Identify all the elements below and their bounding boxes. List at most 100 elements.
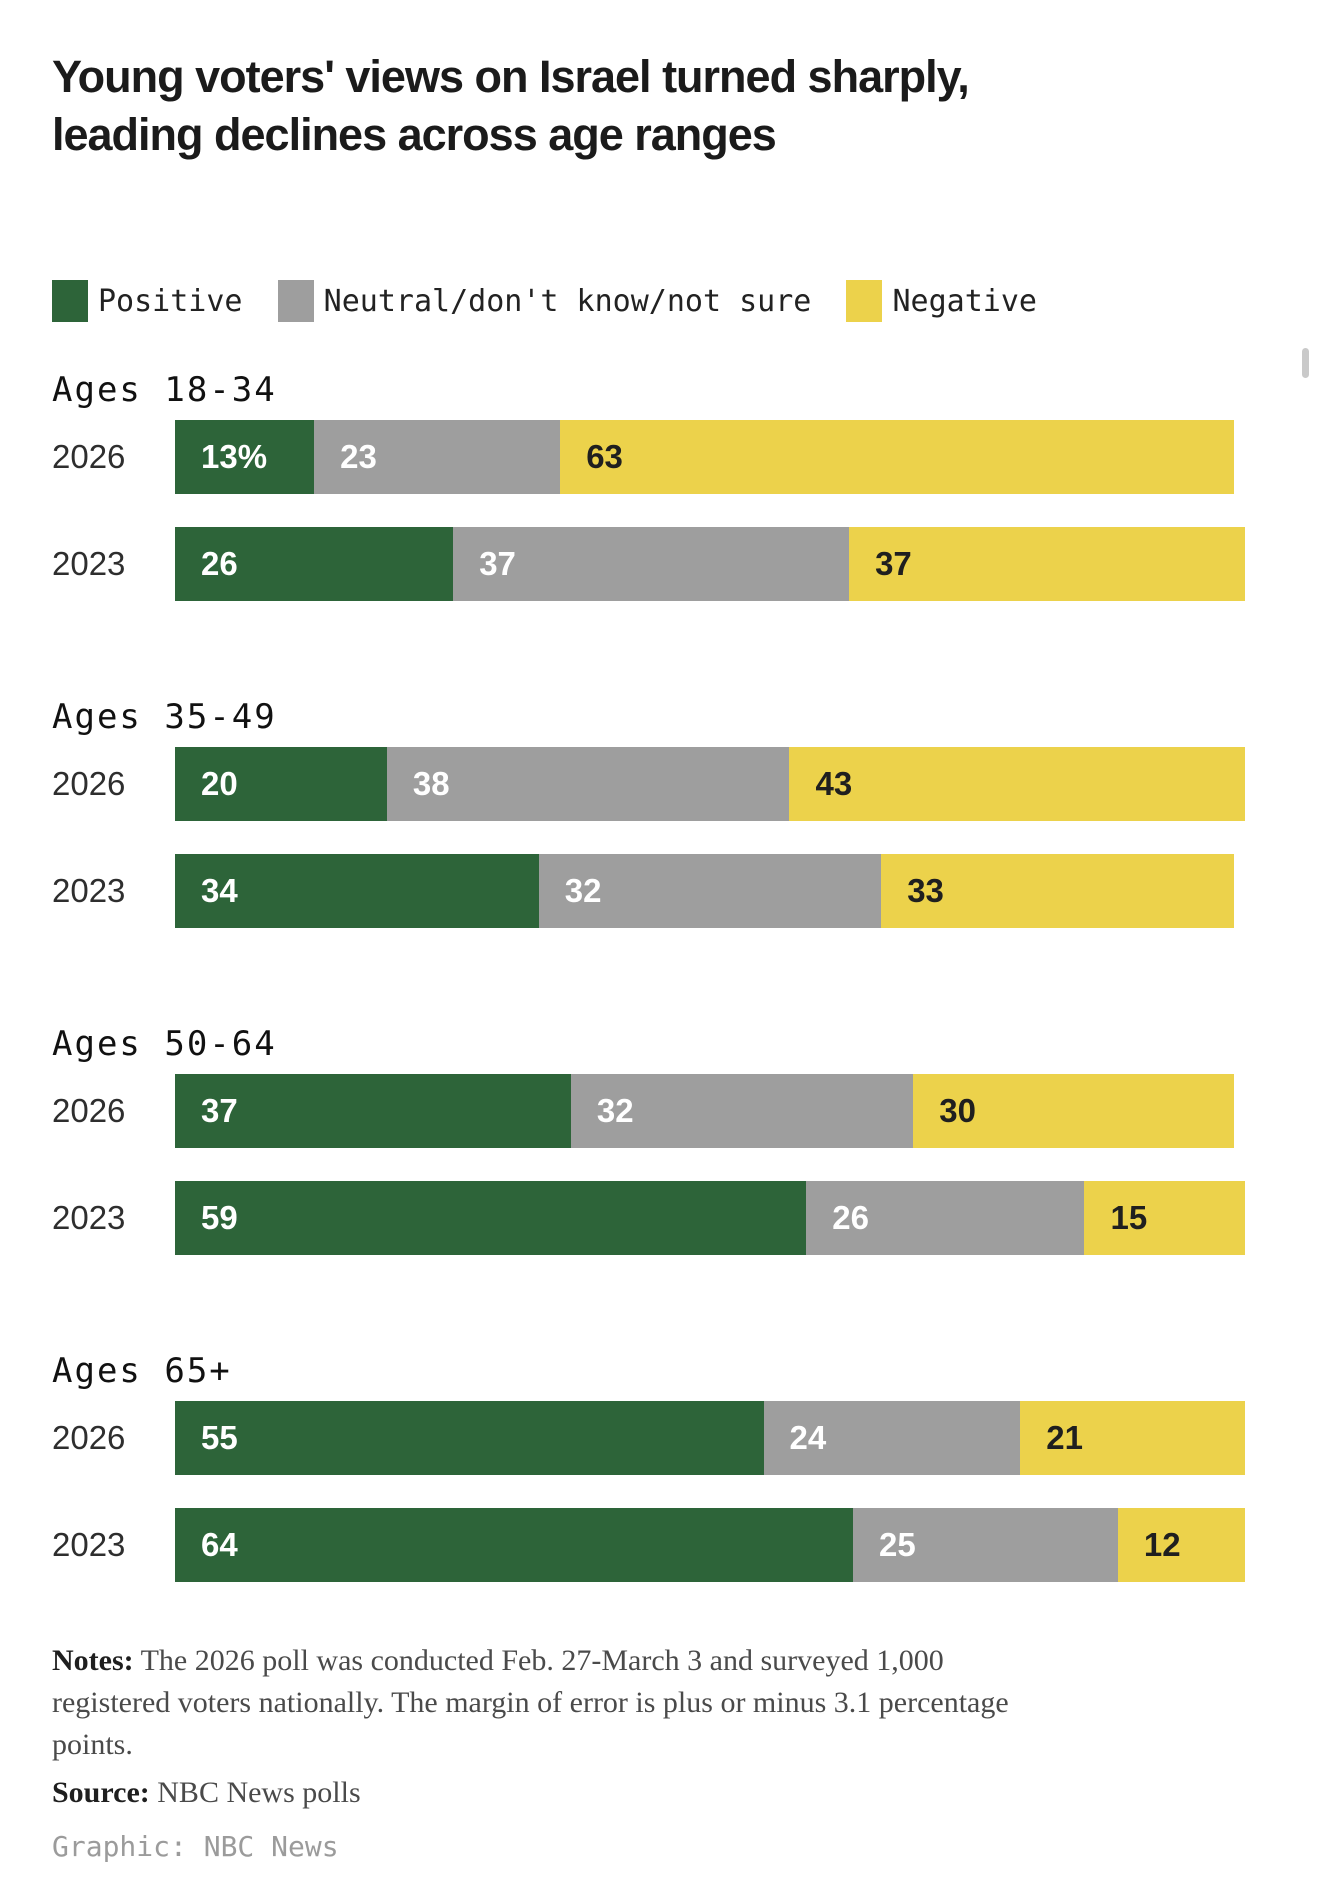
bar-value-label: 37 [201,1092,238,1129]
neutral-swatch-icon [277,280,314,322]
bar-segment-negative: 21 [1020,1401,1245,1475]
year-label: 2026 [52,1419,126,1456]
age-group: Ages 50-64 2026 37 32 30 2023 59 26 15 [52,1024,1320,1255]
bar-value-label: 63 [586,438,623,475]
chart-title-line-2: leading declines across age ranges [52,109,777,160]
bar-value-label: 26 [832,1199,870,1236]
stacked-bar: 55 24 21 [175,1401,1245,1475]
bar-segment-positive: 59 [175,1181,807,1255]
age-group: Ages 35-49 2026 20 38 43 2023 34 32 33 [52,697,1320,928]
bar-segment-negative: 33 [881,854,1235,928]
bar-segment-positive: 55 [175,1401,764,1475]
source: Source: NBC News polls [52,1772,1042,1814]
chart-title: Young voters' views on Israel turned sha… [52,48,1320,164]
bar-segment-positive: 26 [175,527,454,601]
bar-value-label: 59 [201,1199,238,1236]
stacked-bar: 34 32 33 [175,854,1245,928]
year-label: 2023 [52,1199,126,1236]
bar-value-label: 25 [879,1526,916,1563]
bar-value-label: 32 [596,1092,634,1129]
scrollbar-thumb[interactable] [1302,348,1309,378]
age-group-label: Ages 18-34 [52,370,277,410]
bar-segment-negative: 43 [789,747,1246,821]
bar-value-label: 30 [939,1092,976,1129]
bar-segment-neutral: 26 [806,1181,1085,1255]
source-text: NBC News polls [157,1776,361,1809]
year-label: 2026 [52,438,126,475]
notes-label: Notes: [52,1644,134,1677]
stacked-bar: 26 37 37 [175,527,1245,601]
bar-value-label: 37 [479,545,516,582]
bar-segment-negative: 15 [1084,1181,1245,1255]
bar-segment-neutral: 38 [386,747,790,821]
bar-value-label: 20 [201,765,238,802]
age-group-label: Ages 50-64 [52,1024,277,1064]
bar-value-label: 21 [1046,1419,1084,1456]
bar-row: 2023 64 25 12 [52,1508,1320,1582]
age-group-label: Ages 65+ [52,1351,232,1391]
graphic-credit: Graphic: NBC News [52,1830,339,1863]
year-label: 2023 [52,872,126,909]
bar-segment-negative: 30 [913,1074,1235,1148]
bar-segment-neutral: 32 [570,1074,914,1148]
year-label: 2026 [52,1092,126,1129]
stacked-bar: 13% 23 63 [175,420,1245,494]
bar-value-label: 12 [1143,1526,1181,1563]
bar-value-label: 38 [412,765,450,802]
bar-value-label: 55 [201,1419,238,1456]
bar-segment-positive: 13% [175,420,315,494]
bar-segment-positive: 37 [175,1074,571,1148]
bar-segment-neutral: 32 [538,854,882,928]
bar-value-label: 15 [1110,1199,1148,1236]
legend-label-neutral: Neutral/don't know/not sure [323,283,812,319]
bar-value-label: 32 [564,872,602,909]
bar-value-label: 33 [907,872,944,909]
bar-segment-negative: 37 [849,527,1245,601]
year-label: 2023 [52,1526,126,1563]
year-label: 2023 [52,545,126,582]
age-group: Ages 65+ 2026 55 24 21 2023 64 25 12 [52,1351,1320,1582]
negative-swatch-icon [846,280,883,322]
bar-row: 2026 37 32 30 [52,1074,1320,1148]
bar-value-label: 64 [201,1526,238,1563]
bar-segment-negative: 12 [1117,1508,1246,1582]
legend-item-neutral: Neutral/don't know/not sure [277,280,812,322]
bar-row: 2023 34 32 33 [52,854,1320,928]
bar-segment-neutral: 37 [453,527,850,601]
year-label: 2026 [52,765,126,802]
legend-item-positive: Positive [52,280,243,322]
notes-text: The 2026 poll was conducted Feb. 27-Marc… [52,1644,1009,1761]
bar-segment-negative: 63 [560,420,1235,494]
stacked-bar: 20 38 43 [175,747,1246,821]
stacked-bar: 64 25 12 [175,1508,1246,1582]
bar-segment-positive: 64 [175,1508,854,1582]
legend-label-negative: Negative [892,283,1037,319]
age-group-label: Ages 35-49 [52,697,277,737]
bar-row: 2026 20 38 43 [52,747,1320,821]
source-label: Source: [52,1776,150,1809]
bar-value-label: 43 [815,765,853,802]
bar-row: 2026 13% 23 63 [52,420,1320,494]
bar-row: 2026 55 24 21 [52,1401,1320,1475]
bar-row: 2023 59 26 15 [52,1181,1320,1255]
stacked-bar-chart: Ages 18-34 2026 13% 23 63 2023 26 37 37 Ages 35-4… [52,370,1320,1582]
bar-segment-neutral: 24 [763,1401,1021,1475]
chart-title-line-1: Young voters' views on Israel turned sha… [52,51,970,102]
bar-value-label: 26 [201,545,238,582]
bar-segment-neutral: 25 [853,1508,1118,1582]
positive-swatch-icon [52,280,88,322]
bar-value-label: 37 [875,545,912,582]
bar-segment-neutral: 23 [314,420,561,494]
stacked-bar: 59 26 15 [175,1181,1245,1255]
bar-value-label: 13% [201,438,268,475]
bar-value-label: 24 [789,1419,827,1456]
stacked-bar: 37 32 30 [175,1074,1245,1148]
legend: Positive Neutral/don't know/not sure Neg… [52,280,1037,322]
bar-segment-positive: 20 [175,747,387,821]
legend-item-negative: Negative [846,280,1037,322]
notes: Notes: The 2026 poll was conducted Feb. … [52,1640,1042,1766]
bar-value-label: 23 [340,438,377,475]
bar-row: 2023 26 37 37 [52,527,1320,601]
legend-label-positive: Positive [98,283,243,319]
